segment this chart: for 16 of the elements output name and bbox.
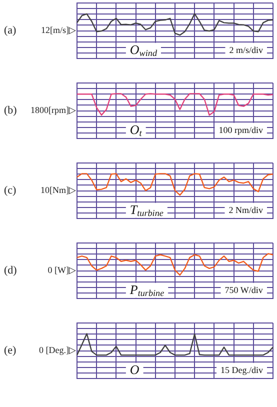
text: 10[Nm]▷	[40, 185, 76, 196]
text: O	[130, 362, 140, 378]
text: 2 m/s/div	[229, 45, 264, 56]
text: (e)	[4, 344, 17, 357]
text: 0 [Deg.]▷	[39, 345, 76, 356]
text: 2 Nm/div	[228, 205, 264, 216]
text: 12[m/s]▷	[41, 25, 76, 36]
text: 100 rpm/div	[218, 125, 264, 136]
text: 1800[rpm]▷	[30, 105, 76, 116]
text: 0 [W]▷	[48, 265, 76, 276]
text: 750 W/div	[224, 285, 264, 296]
text: (c)	[4, 184, 17, 197]
text: (a)	[4, 24, 17, 37]
text: 15 Deg./div	[220, 365, 264, 376]
text: (b)	[4, 104, 18, 117]
text: (d)	[4, 264, 18, 277]
